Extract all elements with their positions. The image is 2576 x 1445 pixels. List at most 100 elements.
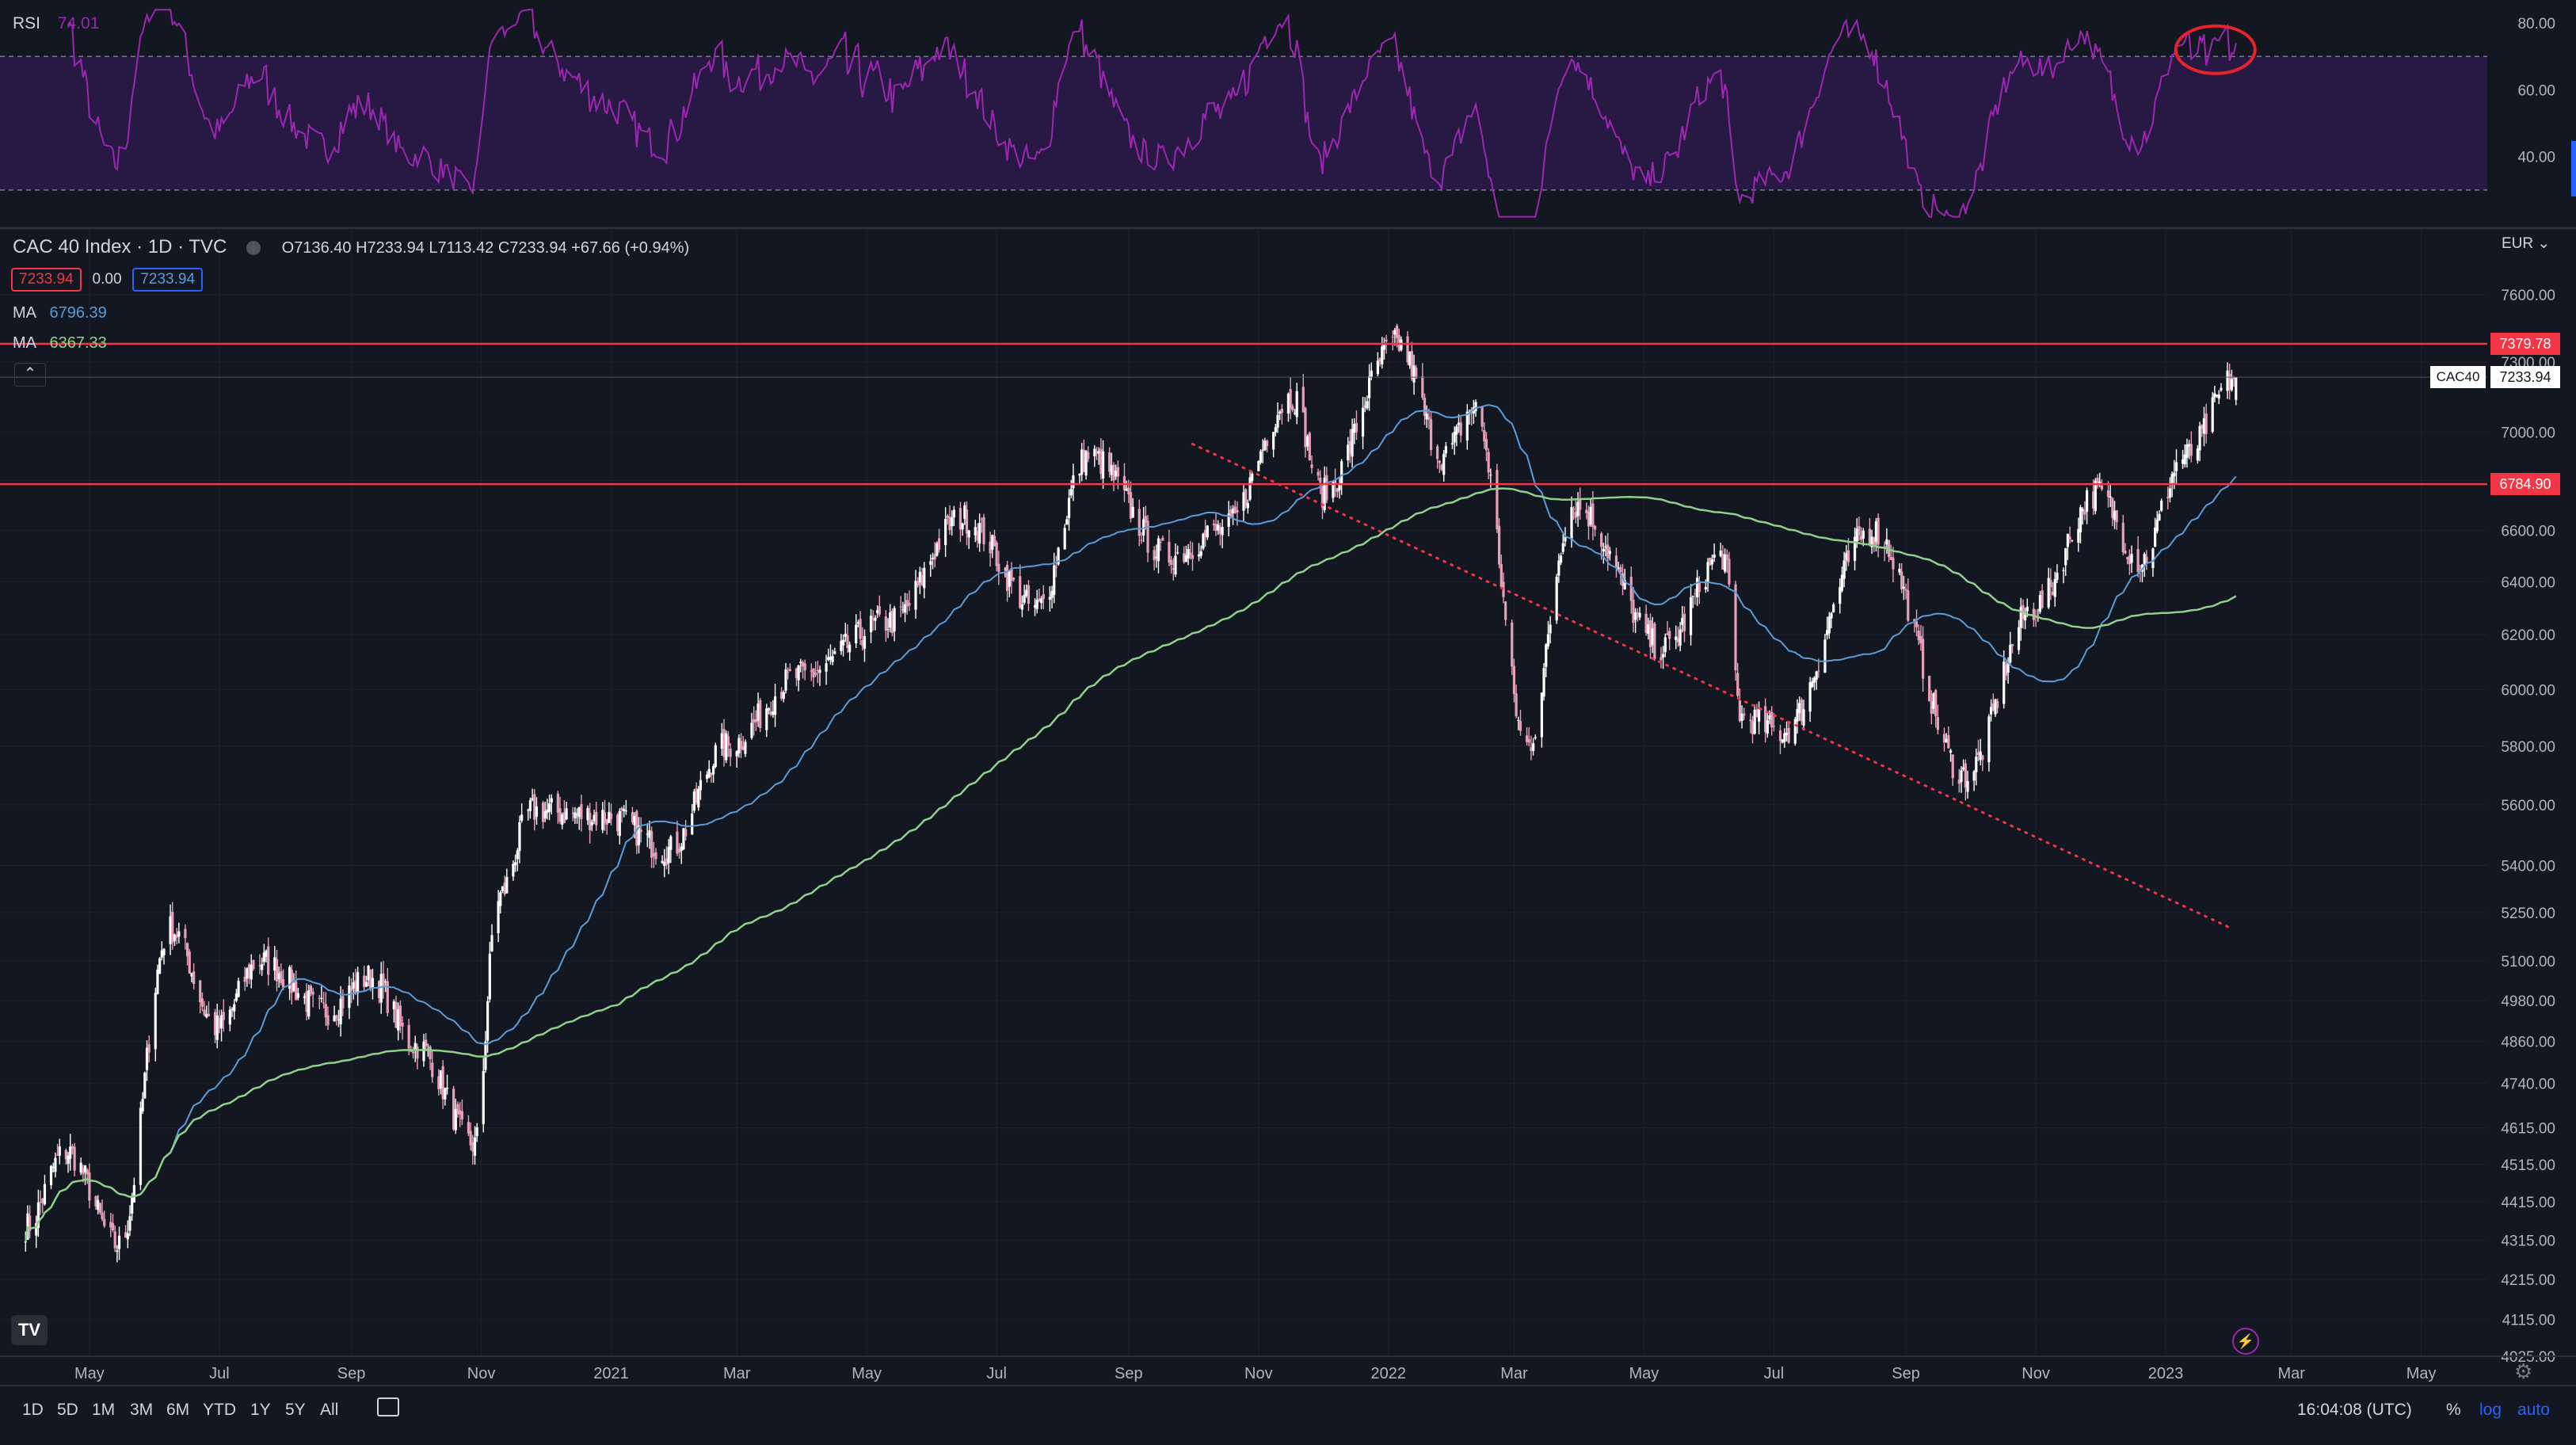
candle-body — [1067, 498, 1071, 518]
candle-body — [416, 1047, 419, 1059]
candle-body — [2121, 522, 2124, 552]
timeframe-3m[interactable]: 3M — [130, 1401, 154, 1419]
candle-body — [665, 858, 669, 865]
candle-body — [86, 1169, 89, 1175]
candle-body — [1248, 477, 1252, 500]
candle-body — [386, 981, 389, 1013]
candle-body — [1063, 528, 1066, 550]
candle-body — [2124, 551, 2127, 554]
candle-body — [2185, 444, 2189, 458]
rsi-tick-label: 40.00 — [2517, 150, 2555, 166]
log-toggle[interactable]: log — [2479, 1401, 2502, 1419]
timeframe-ytd[interactable]: YTD — [203, 1401, 236, 1419]
candle-body — [398, 1005, 402, 1026]
candle-body — [69, 1146, 72, 1159]
candle-body — [1932, 693, 1935, 709]
x-tick-label: Sep — [1892, 1365, 1920, 1382]
candle-body — [307, 990, 311, 1017]
candle-body — [437, 1076, 440, 1089]
lightning-icon[interactable]: ⚡ — [2232, 1328, 2259, 1355]
candle-body — [2213, 393, 2216, 398]
collapse-legend-icon[interactable]: ⌃ — [14, 363, 46, 387]
rsi-tick-label: 60.00 — [2517, 82, 2555, 99]
candle-body — [861, 639, 864, 646]
candle-body — [989, 541, 992, 554]
auto-toggle[interactable]: auto — [2517, 1401, 2550, 1419]
tradingview-logo-icon[interactable]: TV — [11, 1315, 48, 1345]
candle-body — [974, 527, 977, 536]
ask-box[interactable]: 7233.94 — [132, 268, 204, 292]
candle-body — [1317, 471, 1320, 476]
candle-body — [886, 629, 890, 631]
candle-body — [543, 810, 547, 819]
candle-body — [2068, 536, 2071, 539]
ma1-label[interactable]: MA — [13, 304, 36, 322]
timeframe-all[interactable]: All — [320, 1401, 339, 1419]
candle-body — [1787, 727, 1790, 743]
candle-body — [1301, 387, 1305, 413]
x-tick-label: May — [74, 1365, 105, 1382]
candle-body — [991, 535, 994, 551]
candle-body — [603, 812, 607, 823]
candle-body — [1168, 541, 1171, 563]
candle-body — [958, 508, 962, 530]
candle-body — [341, 996, 345, 1008]
candle-body — [1749, 719, 1752, 721]
percent-toggle[interactable]: % — [2446, 1401, 2461, 1419]
candle-body — [1713, 554, 1716, 559]
timeframe-6m[interactable]: 6M — [166, 1401, 190, 1419]
candle-body — [1721, 554, 1724, 570]
candle-body — [1660, 657, 1663, 661]
candle-body — [2064, 547, 2067, 566]
symbol-title[interactable]: CAC 40 Index · 1D · TVC — [13, 236, 227, 257]
candle-body — [1242, 492, 1245, 511]
candle-body — [1214, 524, 1218, 532]
candle-body — [1709, 557, 1712, 566]
candle-body — [1512, 665, 1516, 695]
price-grid — [0, 230, 2576, 1357]
candle-body — [1753, 710, 1756, 734]
candle-body — [1532, 743, 1535, 752]
candle-body — [200, 998, 204, 1007]
candle-body — [2215, 395, 2219, 397]
settings-gear-icon[interactable]: ⚙ — [2514, 1359, 2533, 1383]
candle-body — [377, 981, 381, 998]
candle-body — [175, 934, 178, 938]
candle-body — [503, 883, 506, 894]
candle-body — [1698, 581, 1701, 593]
candle-body — [246, 968, 249, 979]
candle-body — [1960, 770, 1963, 783]
candle-body — [1382, 344, 1386, 350]
candle-body — [2056, 572, 2059, 580]
ma2-label[interactable]: MA — [13, 334, 36, 352]
timeframe-1d[interactable]: 1D — [22, 1401, 44, 1419]
candle-body — [1425, 414, 1428, 420]
candle-body — [1078, 473, 1081, 476]
candle-body — [1964, 763, 1967, 788]
candle-body — [2032, 608, 2035, 620]
timeframe-5y[interactable]: 5Y — [285, 1401, 306, 1419]
candle-body — [2047, 578, 2050, 608]
candle-body — [1176, 552, 1179, 554]
candle-body — [2183, 454, 2186, 465]
candle-body — [1033, 604, 1037, 608]
clock[interactable]: 16:04:08 (UTC) — [2297, 1401, 2412, 1419]
bid-box[interactable]: 7233.94 — [11, 268, 82, 292]
candle-body — [725, 733, 728, 761]
candle-body — [2188, 444, 2191, 447]
timeframe-5d[interactable]: 5D — [57, 1401, 78, 1419]
candle-body — [1915, 621, 1919, 627]
candle-body — [261, 964, 264, 970]
timeframe-1m[interactable]: 1M — [92, 1401, 116, 1419]
candle-body — [535, 806, 539, 818]
date-range-icon[interactable] — [377, 1397, 399, 1416]
candle-body — [2196, 448, 2199, 461]
currency-label[interactable]: EUR — [2502, 235, 2534, 252]
timeframe-1y[interactable]: 1Y — [250, 1401, 271, 1419]
candle-body — [661, 860, 664, 864]
candle-body — [1757, 708, 1761, 722]
candle-body — [2189, 444, 2193, 456]
candle-body — [1483, 429, 1486, 442]
y-tick-label: 4515.00 — [2501, 1157, 2555, 1174]
